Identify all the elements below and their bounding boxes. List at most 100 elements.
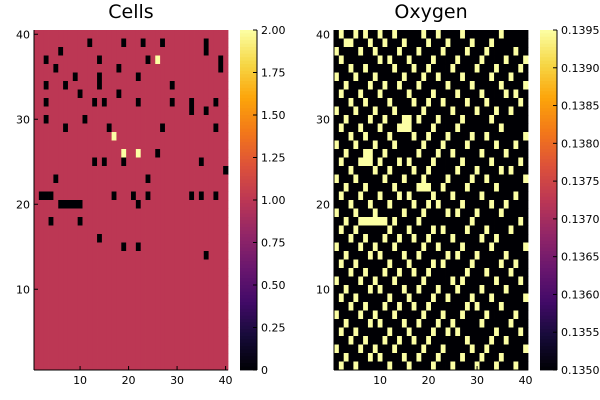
cells-cell xyxy=(131,89,137,99)
oxygen-cell xyxy=(367,319,374,328)
oxygen-cell xyxy=(401,310,408,320)
oxygen-cell xyxy=(474,140,480,150)
oxygen-cell xyxy=(372,285,379,294)
oxygen-cell xyxy=(338,30,345,39)
oxygen-cell xyxy=(450,208,456,218)
cells-cell xyxy=(63,89,69,99)
oxygen-cell xyxy=(450,132,456,141)
cells-cell xyxy=(101,115,108,124)
oxygen-cell xyxy=(401,276,408,286)
cells-cell xyxy=(140,310,146,320)
cells-cell xyxy=(34,132,40,141)
oxygen-cell xyxy=(469,361,476,371)
oxygen-cell xyxy=(353,140,359,150)
oxygen-cell xyxy=(431,336,437,345)
oxygen-colorbar-segment xyxy=(540,60,557,65)
oxygen-cell xyxy=(435,225,442,235)
cells-cell xyxy=(111,72,117,82)
cells-cell xyxy=(184,268,190,277)
cells-cell xyxy=(213,225,219,235)
cells-cell xyxy=(223,157,229,167)
oxygen-cell xyxy=(372,234,379,243)
oxygen-cell xyxy=(440,344,446,354)
cells-cell xyxy=(179,98,185,107)
oxygen-cell xyxy=(450,157,456,167)
oxygen-cell xyxy=(387,55,393,65)
cells-cell xyxy=(160,242,166,252)
cells-cell xyxy=(164,38,171,48)
oxygen-cell xyxy=(464,123,471,133)
cells-cell xyxy=(38,336,45,345)
cells-cell xyxy=(77,191,83,201)
cells-cell xyxy=(198,47,205,56)
oxygen-cell xyxy=(411,30,417,39)
cells-cell xyxy=(63,123,69,133)
cells-cell xyxy=(34,268,40,277)
oxygen-cell xyxy=(363,336,369,345)
cells-cell xyxy=(72,149,79,158)
cells-cell xyxy=(223,38,229,48)
cells-cell xyxy=(82,47,88,56)
cells-cell xyxy=(58,157,64,167)
oxygen-cell xyxy=(392,183,398,192)
oxygen-cell xyxy=(503,174,509,184)
cells-cell xyxy=(77,132,83,141)
oxygen-cell xyxy=(377,123,383,133)
oxygen-cell xyxy=(479,200,485,209)
oxygen-cell xyxy=(338,64,345,73)
cells-cell xyxy=(87,217,93,226)
cells-cell xyxy=(198,98,205,107)
cells-cell xyxy=(116,336,122,345)
oxygen-colorbar-segment xyxy=(540,43,557,48)
oxygen-cell xyxy=(479,268,485,277)
oxygen-cell xyxy=(513,259,519,269)
cells-cell xyxy=(145,234,151,243)
cells-colorbar-segment xyxy=(240,251,257,255)
cells-cell xyxy=(223,149,229,158)
oxygen-cell xyxy=(508,157,514,167)
oxygen-cell xyxy=(372,310,379,320)
oxygen-cell xyxy=(363,140,369,150)
cells-cell xyxy=(101,319,108,328)
cells-cell xyxy=(67,285,74,294)
oxygen-cell xyxy=(494,302,500,311)
cells-cell xyxy=(116,225,122,235)
cells-cell xyxy=(140,115,146,124)
oxygen-cell xyxy=(363,361,369,371)
oxygen-cell xyxy=(455,106,461,116)
cells-cell xyxy=(213,353,219,362)
cells-cell xyxy=(208,319,214,328)
oxygen-cell xyxy=(498,302,505,311)
cells-cell xyxy=(77,123,83,133)
oxygen-cell xyxy=(474,251,480,260)
oxygen-cell xyxy=(431,149,437,158)
cells-cell xyxy=(121,191,127,201)
cells-cell xyxy=(126,208,132,218)
oxygen-cell xyxy=(474,234,480,243)
cells-cell xyxy=(179,149,185,158)
cells-cell xyxy=(87,259,93,269)
oxygen-cell xyxy=(348,285,354,294)
oxygen-cell xyxy=(523,251,529,260)
oxygen-cell xyxy=(479,47,485,56)
cells-cell xyxy=(67,344,74,354)
cells-cell xyxy=(121,81,127,90)
oxygen-cell xyxy=(431,242,437,252)
cells-cell xyxy=(58,200,64,209)
cells-cell xyxy=(164,81,171,90)
oxygen-cell xyxy=(353,174,359,184)
oxygen-cell xyxy=(358,361,364,371)
oxygen-cell xyxy=(440,310,446,320)
cells-cell xyxy=(121,361,127,371)
cells-colorbar-segment xyxy=(240,366,257,371)
oxygen-cell xyxy=(367,276,374,286)
oxygen-cell xyxy=(494,200,500,209)
oxygen-cell xyxy=(489,302,495,311)
oxygen-cell xyxy=(464,225,471,235)
cells-cell xyxy=(58,81,64,90)
oxygen-cell xyxy=(392,166,398,175)
oxygen-cell xyxy=(489,208,495,218)
cells-cell xyxy=(92,361,98,371)
cells-cell xyxy=(53,30,59,39)
oxygen-cell xyxy=(523,123,529,133)
